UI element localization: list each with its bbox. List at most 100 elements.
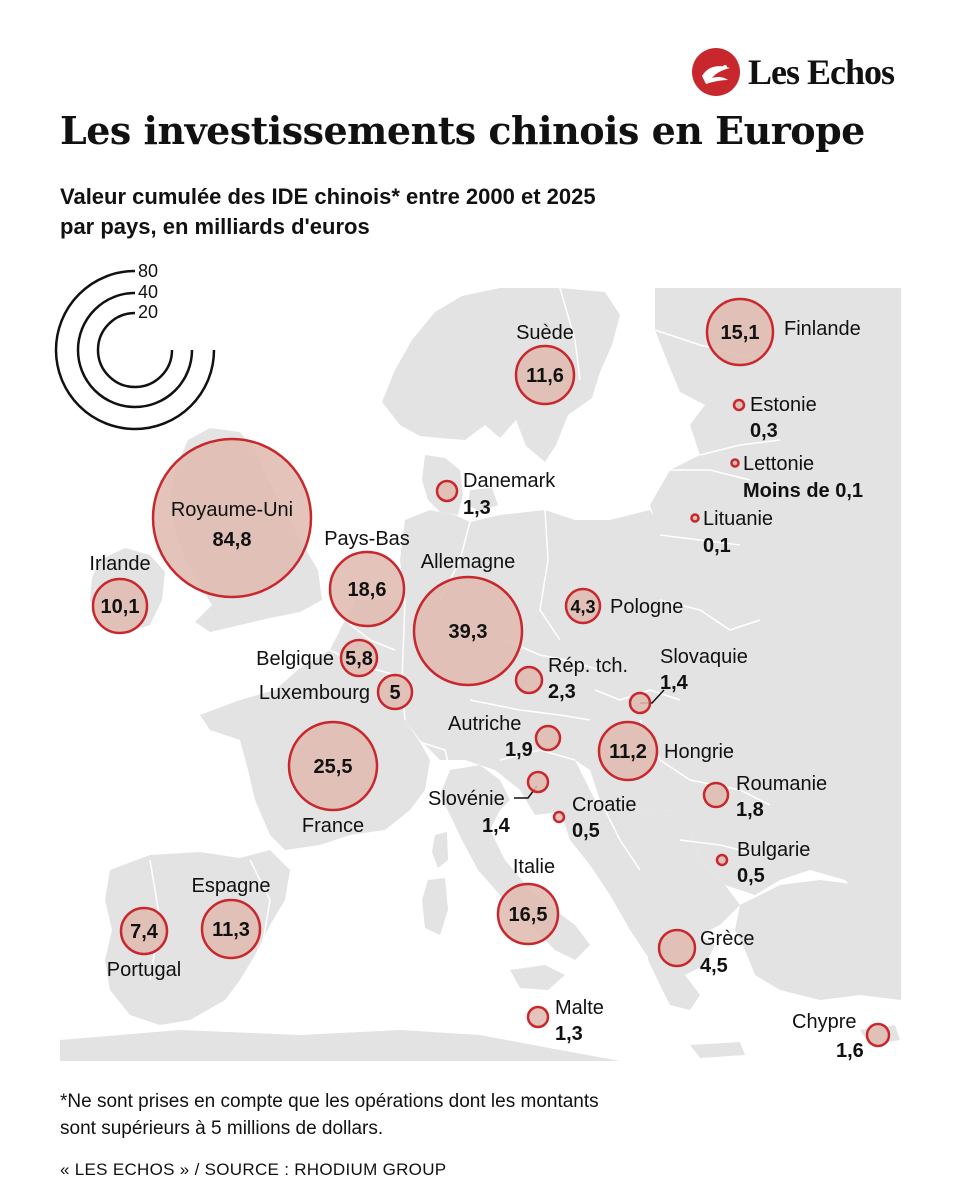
bubble-allemagne <box>412 575 524 687</box>
name-pologne: Pologne <box>610 596 683 618</box>
name-lituanie: Lituanie <box>703 508 773 530</box>
value-estonie: 0,3 <box>750 420 778 442</box>
name-lettonie: Lettonie <box>743 453 814 475</box>
name-belgique: Belgique <box>256 648 334 670</box>
bubble-luxembourg <box>376 673 414 711</box>
bubble-bulgarie <box>715 853 729 867</box>
bubble-rep-tch <box>514 665 544 695</box>
value-irlande: 10,1 <box>101 596 140 618</box>
land-sicily <box>510 965 565 990</box>
bubble-irlande <box>91 577 149 635</box>
les-echos-logo-icon <box>692 48 740 96</box>
bubble-estonie <box>732 398 746 412</box>
value-chypre: 1,6 <box>836 1040 864 1062</box>
bubble-malte <box>526 1005 550 1029</box>
name-croatie: Croatie <box>572 794 636 816</box>
bubble-suede <box>514 344 576 406</box>
land-corsica <box>432 832 448 868</box>
value-luxembourg: 5 <box>389 682 400 704</box>
name-portugal: Portugal <box>107 959 182 981</box>
value-autriche: 1,9 <box>505 739 533 761</box>
value-grece: 4,5 <box>700 955 728 977</box>
name-grece: Grèce <box>700 928 754 950</box>
brand-logo: Les Echos <box>692 48 895 96</box>
bubble-hongrie <box>597 720 659 782</box>
value-suede: 11,6 <box>526 365 564 387</box>
name-italie: Italie <box>513 856 555 878</box>
page-title: Les investissements chinois en Europe <box>60 108 865 153</box>
value-royaume-uni: 84,8 <box>213 529 252 551</box>
bubble-portugal <box>119 906 169 956</box>
land-crete <box>690 1042 745 1058</box>
bubble-slovenie <box>526 770 550 794</box>
bubble-lettonie <box>730 458 740 468</box>
value-portugal: 7,4 <box>130 921 159 943</box>
name-royaume-uni: Royaume-Uni <box>171 499 293 521</box>
land-iberia <box>105 850 290 1025</box>
value-france: 25,5 <box>314 756 353 778</box>
land-denmark-isles <box>468 488 498 512</box>
name-chypre: Chypre <box>792 1011 856 1033</box>
bubble-pays-bas <box>328 550 406 628</box>
name-danemark: Danemark <box>463 470 556 492</box>
name-malte: Malte <box>555 997 604 1019</box>
value-danemark: 1,3 <box>463 497 491 519</box>
bubble-grece <box>657 928 697 968</box>
name-suede: Suède <box>516 322 574 344</box>
bubble-france <box>287 720 379 812</box>
brand-name: Les Echos <box>748 52 895 92</box>
value-lituanie: 0,1 <box>703 535 731 557</box>
value-malte: 1,3 <box>555 1023 583 1045</box>
name-bulgarie: Bulgarie <box>737 839 810 861</box>
subtitle-line-1: Valeur cumulée des IDE chinois* entre 20… <box>60 184 596 209</box>
name-irlande: Irlande <box>89 553 150 575</box>
subtitle-line-2: par pays, en milliards d'euros <box>60 214 370 239</box>
bubble-pologne <box>564 587 602 625</box>
value-pologne: 4,3 <box>570 597 595 617</box>
land-scandinavia <box>382 288 620 462</box>
footnote-line-1: *Ne sont prises en compte que les opérat… <box>60 1091 599 1112</box>
name-estonie: Estonie <box>750 394 817 416</box>
bubble-royaume-uni <box>151 437 313 599</box>
source-credit: « LES ECHOS » / SOURCE : RHODIUM GROUP <box>60 1160 447 1179</box>
value-belgique: 5,8 <box>345 648 373 670</box>
name-allemagne: Allemagne <box>421 551 516 573</box>
bubble-finlande <box>705 297 775 367</box>
name-roumanie: Roumanie <box>736 773 827 795</box>
value-allemagne: 39,3 <box>449 621 488 643</box>
name-espagne: Espagne <box>192 875 271 897</box>
bubble-roumanie <box>702 781 730 809</box>
bubbles <box>91 297 891 1048</box>
land-sardinia <box>422 878 448 935</box>
footnote-line-2: sont supérieurs à 5 millions de dollars. <box>60 1118 384 1139</box>
value-hongrie: 11,2 <box>609 741 647 763</box>
value-espagne: 11,3 <box>212 919 250 941</box>
value-croatie: 0,5 <box>572 820 600 842</box>
legend-label-20: 20 <box>138 302 158 322</box>
value-lettonie: Moins de 0,1 <box>743 480 863 502</box>
value-slovaquie: 1,4 <box>660 672 689 694</box>
bubble-belgique <box>339 638 379 678</box>
legend-arc-20 <box>96 311 174 389</box>
name-slovenie: Slovénie <box>428 788 505 810</box>
bubble-slovaquie <box>628 691 652 715</box>
name-hongrie: Hongrie <box>664 741 734 763</box>
land-turkey <box>735 880 901 1000</box>
legend-arc-80 <box>54 269 216 431</box>
bubble-italie <box>496 882 560 946</box>
name-autriche: Autriche <box>448 713 521 735</box>
bubble-croatie <box>552 810 566 824</box>
name-luxembourg: Luxembourg <box>259 682 370 704</box>
bubble-lituanie <box>690 513 700 523</box>
name-slovaquie: Slovaquie <box>660 646 748 668</box>
size-legend <box>54 269 216 431</box>
name-finlande: Finlande <box>784 318 861 340</box>
bubble-autriche <box>534 724 562 752</box>
name-rep-tch: Rép. tch. <box>548 655 628 677</box>
legend-label-80: 80 <box>138 261 158 281</box>
footnote: *Ne sont prises en compte que les opérat… <box>60 1088 599 1142</box>
land-balkans <box>560 800 740 970</box>
value-rep-tch: 2,3 <box>548 681 576 703</box>
value-italie: 16,5 <box>509 904 548 926</box>
